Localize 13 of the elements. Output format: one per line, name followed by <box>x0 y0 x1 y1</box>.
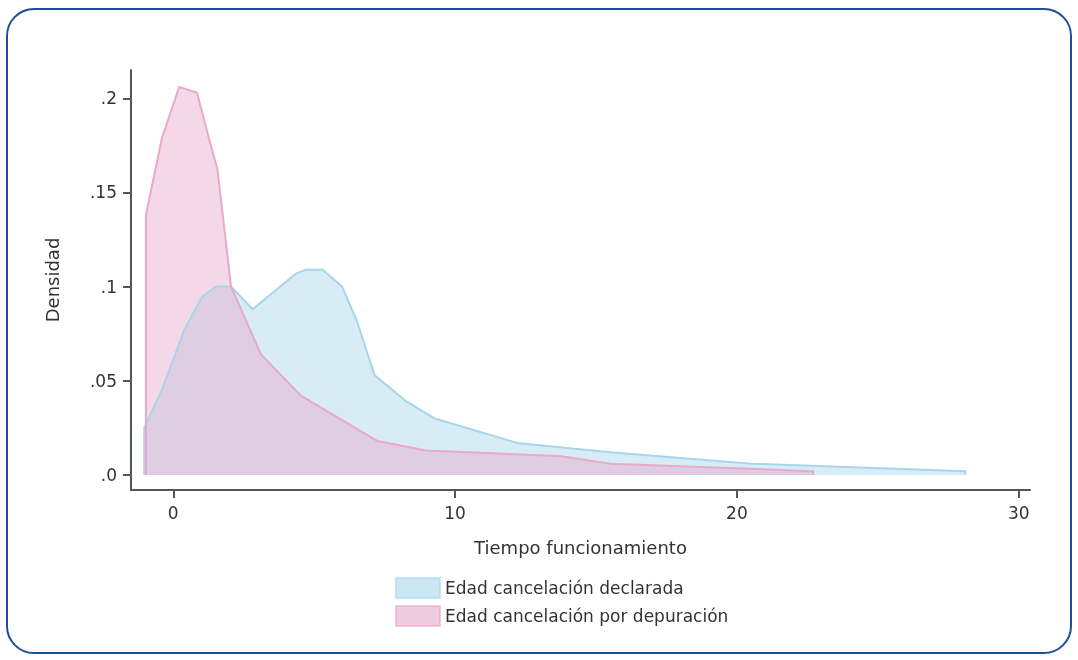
x-tick-label: 30 <box>1007 502 1030 523</box>
y-tick-label: .2 <box>100 88 117 109</box>
y-tick-label: .05 <box>89 370 117 391</box>
x-axis-title: Tiempo funcionamiento <box>473 536 687 558</box>
x-tick-label: 20 <box>726 502 748 523</box>
y-tick-label: .15 <box>89 182 117 203</box>
y-axis-title: Densidad <box>41 237 63 323</box>
x-tick-label: 10 <box>444 502 466 523</box>
legend-label: Edad cancelación por depuración <box>445 606 729 626</box>
y-tick-label: .1 <box>100 276 117 297</box>
x-tick-label: 0 <box>167 502 179 523</box>
y-tick-label: .0 <box>100 464 117 485</box>
legend-label: Edad cancelación declarada <box>445 578 684 598</box>
